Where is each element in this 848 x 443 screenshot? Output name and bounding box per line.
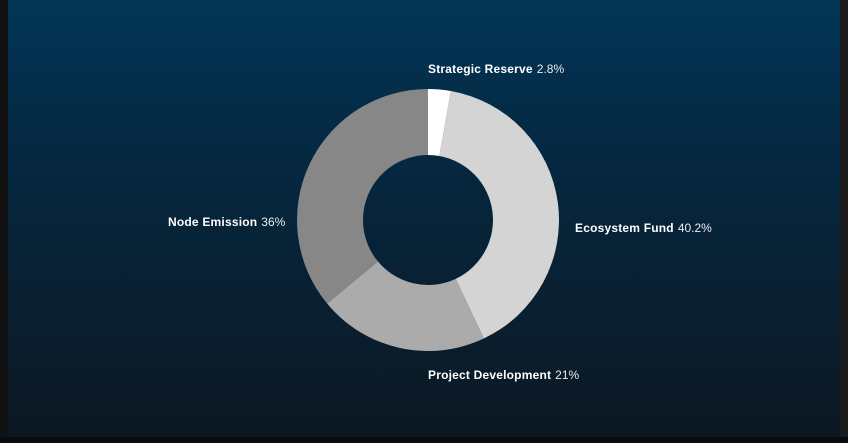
- slice-label-node-emission: Node Emission 36%: [168, 215, 285, 229]
- donut-slice-node-emission: [297, 88, 428, 304]
- slice-label-ecosystem-fund: Ecosystem Fund 40.2%: [575, 221, 712, 235]
- slice-percent: 2.8%: [536, 62, 565, 76]
- slice-percent: 40.2%: [677, 221, 712, 235]
- slice-percent: 21%: [555, 368, 580, 382]
- slice-label-strategic-reserve: Strategic Reserve 2.8%: [428, 62, 564, 76]
- slice-name: Node Emission: [168, 215, 258, 229]
- slice-name: Ecosystem Fund: [575, 221, 674, 235]
- slice-name: Project Development: [428, 368, 552, 382]
- slice-label-project-development: Project Development 21%: [428, 368, 579, 382]
- window-edge-right: [840, 0, 848, 443]
- donut-slice-strategic-reserve: [428, 89, 451, 157]
- donut-slice-ecosystem-fund: [439, 91, 559, 339]
- window-edge-bottom: [0, 437, 848, 443]
- slice-percent: 36%: [261, 215, 286, 229]
- donut-slice-project-development: [327, 261, 484, 352]
- slice-name: Strategic Reserve: [428, 62, 533, 76]
- chart-panel: [8, 0, 840, 437]
